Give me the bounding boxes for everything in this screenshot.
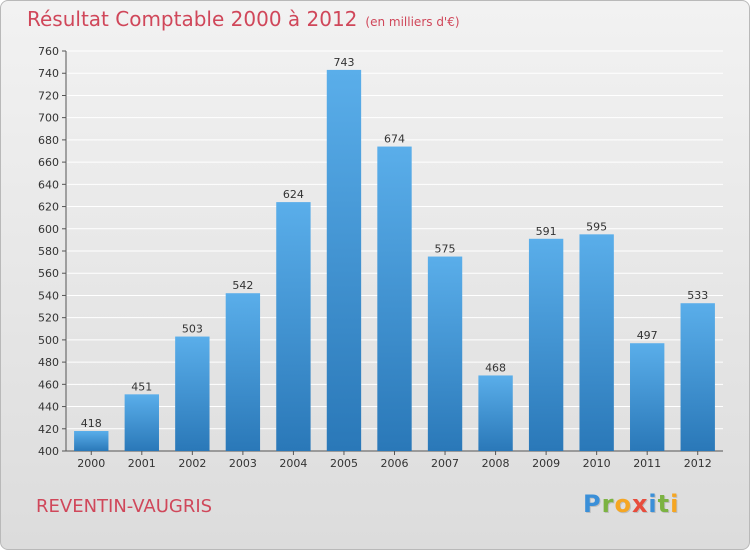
bar-2008 [478,375,513,451]
y-tick-label: 740 [38,67,59,80]
bar-2007 [427,256,463,451]
bars: 418 451 503 542 624 743 674 575 468 591 595 497 533 [74,56,715,452]
x-tick-label: 2010 [583,457,611,470]
y-tick-label: 620 [38,201,59,214]
x-tick-label: 2011 [633,457,661,470]
bar-2005 [326,69,362,451]
y-tick-label: 580 [38,245,59,258]
y-axis-ticks: 400 420 440 460 480 500 520 540 560 580 600 620 640 6… [38,45,66,458]
x-tick-label: 2006 [381,457,409,470]
x-tick-label: 2003 [229,457,257,470]
data-label: 503 [182,323,203,336]
bar-2003 [225,293,261,451]
data-label: 591 [536,225,557,238]
y-tick-label: 700 [38,112,59,125]
data-label: 743 [333,56,354,69]
data-label: 595 [586,220,607,233]
bar-2010 [579,234,614,451]
y-tick-label: 420 [38,423,59,436]
y-tick-label: 400 [38,445,59,458]
x-tick-label: 2009 [532,457,560,470]
y-tick-label: 760 [38,45,59,58]
x-axis-ticks: 2000 2001 2002 2003 2004 2005 2006 2007 2008 2009… [77,451,712,470]
data-label: 451 [131,380,152,393]
data-label: 418 [81,417,102,430]
x-tick-label: 2001 [128,457,156,470]
y-tick-label: 680 [38,134,59,147]
data-label: 468 [485,361,506,374]
proxiti-logo: Proxiti [583,490,680,518]
bar-2004 [276,202,311,451]
y-tick-label: 660 [38,156,59,169]
chart-title-text: Résultat Comptable 2000 à 2012 [27,7,358,31]
data-label: 624 [283,188,304,201]
y-tick-label: 500 [38,334,59,347]
y-tick-label: 640 [38,178,59,191]
x-tick-label: 2004 [279,457,307,470]
x-tick-label: 2007 [431,457,459,470]
bar-2006 [377,146,412,452]
bar-2012 [680,303,715,451]
y-tick-label: 520 [38,312,59,325]
bar-2001 [124,394,159,451]
data-label: 575 [435,243,456,256]
x-tick-label: 2008 [482,457,510,470]
bar-2011 [630,343,665,451]
x-tick-label: 2012 [684,457,712,470]
y-tick-label: 600 [38,223,59,236]
bar-2002 [175,336,210,451]
x-tick-label: 2002 [178,457,206,470]
data-label: 497 [637,329,658,342]
y-tick-label: 480 [38,356,59,369]
chart-subtitle: (en milliers d'€) [365,15,460,29]
y-tick-label: 560 [38,267,59,280]
y-tick-label: 440 [38,401,59,414]
data-label: 533 [687,289,708,302]
x-tick-label: 2000 [77,457,105,470]
bar-2009 [528,238,564,451]
y-tick-label: 460 [38,378,59,391]
bar-2000 [74,431,109,451]
location-label: REVENTIN-VAUGRIS [36,496,213,517]
data-label: 542 [232,279,253,292]
x-tick-label: 2005 [330,457,358,470]
data-label: 674 [384,133,405,146]
chart-title: Résultat Comptable 2000 à 2012 (en millie… [27,7,460,31]
y-tick-label: 540 [38,289,59,302]
y-tick-label: 720 [38,89,59,102]
